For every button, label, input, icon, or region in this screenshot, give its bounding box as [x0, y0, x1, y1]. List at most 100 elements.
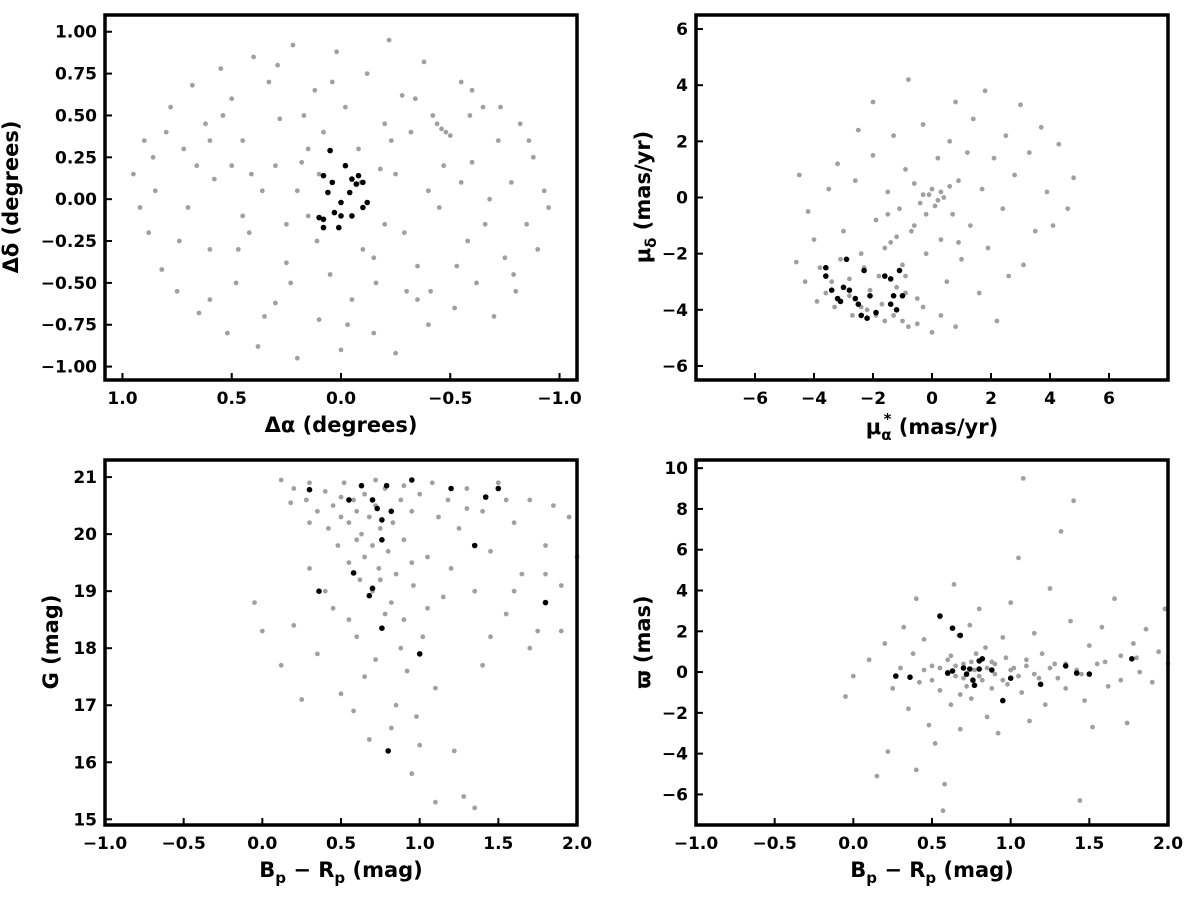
parallax-field-point — [1047, 665, 1053, 671]
parallax-y-tick-label: −6 — [662, 785, 688, 805]
parallax-member-point — [1062, 663, 1069, 669]
cmd-field-point — [385, 548, 391, 554]
spatial-field-point — [371, 330, 377, 336]
parallax-field-point — [932, 741, 938, 746]
spatial-field-point — [220, 113, 226, 118]
spatial-field-point — [294, 355, 300, 361]
cmd-member-point — [416, 651, 423, 657]
parallax-field-point — [913, 596, 919, 602]
cmd-y-tick-label: 15 — [73, 810, 97, 830]
proper-motion-member-point — [823, 273, 829, 279]
cmd-field-point — [398, 645, 404, 651]
parallax-field-point — [979, 677, 985, 683]
cmd-field-point — [346, 617, 352, 623]
spatial-field-point — [176, 238, 182, 244]
spatial-field-point — [439, 126, 444, 132]
parallax-field-point — [989, 686, 995, 691]
spatial-member-point — [349, 176, 355, 182]
proper-motion-field-point — [805, 209, 811, 214]
cmd-field-point — [304, 497, 309, 503]
proper-motion-field-point — [814, 299, 820, 304]
spatial-field-point — [290, 42, 296, 48]
spatial-field-point — [266, 79, 272, 85]
parallax-member-point — [971, 682, 978, 689]
spatial-field-point — [275, 62, 280, 68]
spatial-field-point — [428, 288, 433, 294]
cmd-y-tick-label: 19 — [73, 582, 97, 602]
parallax-field-point — [984, 665, 990, 671]
cmd-member-point — [482, 494, 489, 500]
cmd-field-point — [448, 566, 454, 571]
spatial-field-point — [386, 37, 392, 43]
proper-motion-y-tick-label: 2 — [676, 132, 688, 152]
spatial-field-point — [356, 146, 361, 152]
proper-motion-field-point — [891, 313, 896, 318]
spatial-field-point — [338, 347, 344, 353]
proper-motion-member-point — [828, 287, 835, 294]
parallax-field-point — [1156, 649, 1161, 655]
parallax-member-point — [989, 667, 995, 673]
parallax-field-point — [1042, 702, 1048, 708]
parallax-field-point — [951, 582, 957, 587]
spatial-field-point — [131, 171, 136, 177]
spatial-field-point — [255, 344, 261, 349]
spatial-field-point — [541, 188, 547, 194]
spatial-field-point — [137, 205, 143, 210]
spatial-field-point — [377, 166, 383, 172]
proper-motion-x-tick-label: −2 — [860, 389, 886, 409]
cmd-field-point — [401, 537, 407, 543]
proper-motion-field-point — [923, 251, 929, 257]
proper-motion-field-point — [935, 155, 941, 161]
parallax-field-point — [1027, 718, 1032, 724]
spatial-field-point — [388, 138, 394, 144]
parallax-field-point — [885, 749, 891, 754]
parallax-field-point — [942, 781, 947, 787]
parallax-field-point — [929, 663, 935, 669]
parallax-field-point — [1071, 498, 1076, 504]
proper-motion-member-point — [843, 256, 850, 263]
spatial-field-point — [218, 66, 224, 71]
spatial-field-point — [185, 205, 191, 210]
spatial-field-point — [196, 310, 202, 316]
proper-motion-field-point — [1044, 189, 1050, 195]
spatial-field-point — [211, 176, 217, 182]
spatial-field-point — [426, 188, 431, 194]
spatial-field-point — [152, 188, 158, 194]
cmd-field-point — [425, 554, 430, 560]
proper-motion-field-point — [1050, 223, 1056, 229]
parallax-member-point — [970, 677, 976, 683]
parallax-field-point — [948, 702, 954, 708]
spatial-field-point — [415, 297, 420, 302]
parallax-field-point — [910, 651, 916, 657]
cmd-member-point — [388, 508, 395, 515]
cmd-field-point — [393, 571, 399, 577]
proper-motion-field-point — [1000, 206, 1006, 212]
spatial-field-point — [443, 129, 449, 135]
proper-motion-field-point — [882, 318, 888, 324]
proper-motion-x-tick-label: 2 — [985, 389, 997, 409]
proper-motion-field-point — [932, 203, 938, 209]
cmd-field-point — [543, 543, 548, 548]
proper-motion-field-point — [852, 178, 858, 184]
spatial-field-point — [174, 288, 180, 294]
spatial-field-point — [382, 121, 388, 127]
proper-motion-field-point — [926, 192, 932, 198]
spatial-y-tick-label: −1.00 — [41, 358, 97, 378]
proper-motion-field-point — [891, 133, 896, 139]
parallax-x-tick-label: −1.0 — [674, 834, 719, 854]
proper-motion-field-point — [858, 251, 864, 257]
parallax-x-tick-label: 2.0 — [1153, 834, 1183, 854]
spatial-field-point — [509, 180, 514, 185]
parallax-field-point — [1162, 606, 1168, 612]
spatial-field-point — [441, 163, 447, 169]
proper-motion-field-point — [867, 287, 873, 293]
cmd-field-point — [299, 697, 305, 702]
cmd-member-point — [542, 599, 549, 606]
parallax-field-point — [1137, 669, 1143, 675]
spatial-member-point — [349, 213, 355, 219]
proper-motion-member-point — [855, 301, 862, 308]
spatial-field-point — [467, 113, 473, 118]
spatial-field-point — [294, 188, 300, 194]
proper-motion-field-point — [879, 301, 885, 307]
cmd-field-point — [409, 560, 415, 566]
